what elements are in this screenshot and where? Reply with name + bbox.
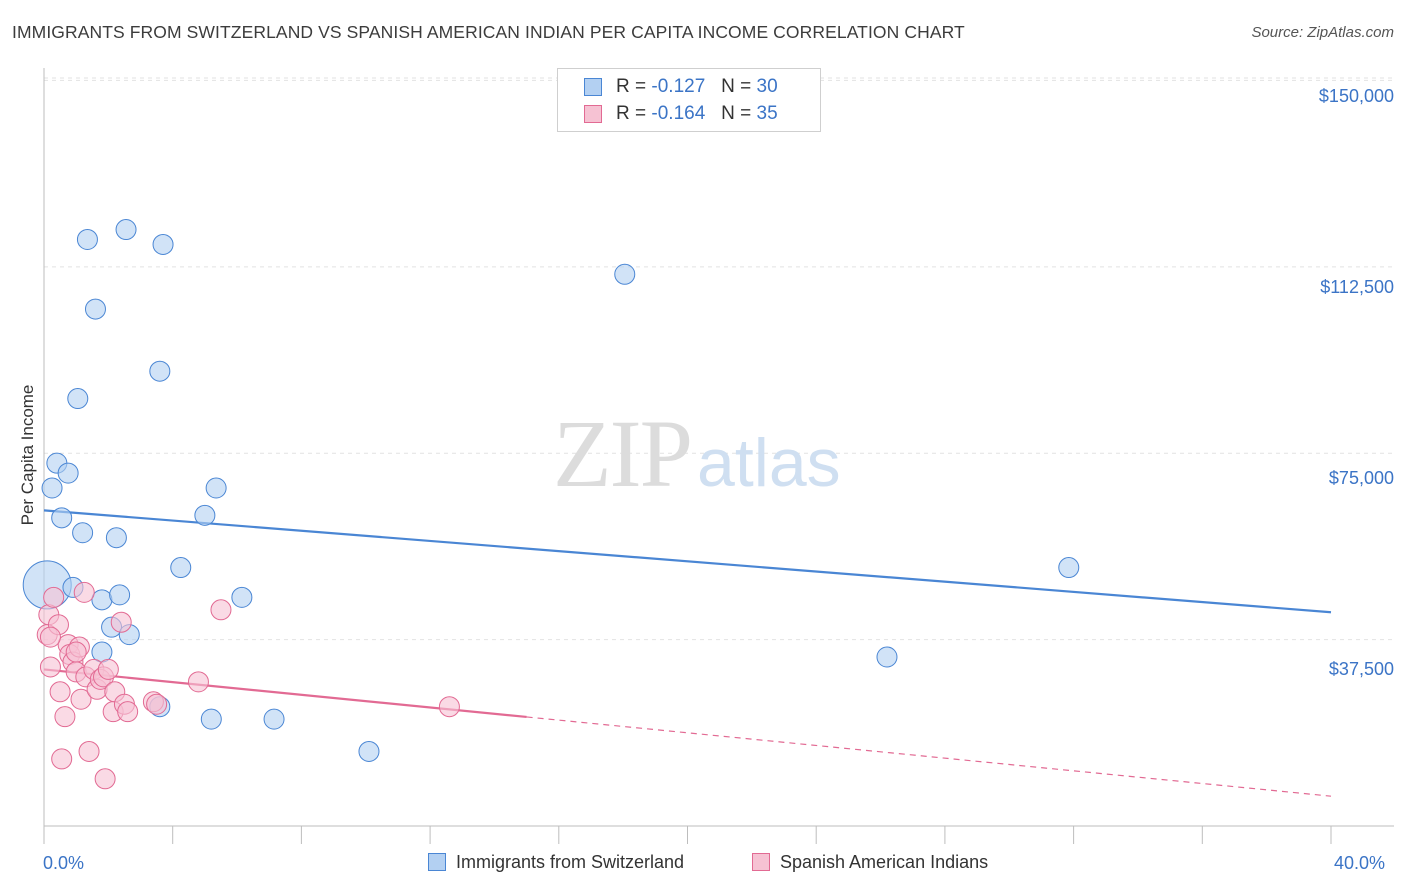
data-point-series-0-26	[1058, 557, 1080, 579]
data-point-series-0-1	[41, 477, 63, 499]
y-tick-label-112500: $112,500	[1320, 277, 1394, 297]
data-point-series-0-7	[72, 522, 94, 544]
data-point-series-1-29	[146, 693, 168, 715]
legend-n-value-spanish-american-indians: 35	[756, 103, 778, 124]
grid-lines	[44, 77, 1394, 641]
data-point-series-1-14	[73, 581, 95, 603]
data-point-series-1-7	[54, 706, 76, 728]
legend-r-value-switzerland: -0.127	[651, 76, 706, 97]
data-point-series-0-6	[67, 388, 89, 410]
y-tick-label-150000: $150,000	[1318, 86, 1394, 106]
data-point-series-1-3	[43, 586, 65, 608]
data-point-series-0-13	[109, 584, 131, 606]
data-point-series-0-19	[194, 504, 216, 526]
data-point-series-0-23	[358, 740, 380, 762]
data-point-series-1-25	[110, 611, 132, 633]
data-point-series-0-14	[115, 219, 137, 241]
source-label: Source: ZipAtlas.com	[1251, 24, 1394, 41]
data-point-series-1-22	[97, 658, 119, 680]
bottom-legend-label-spanish-american-indians: Spanish American Indians	[780, 852, 989, 872]
data-point-series-0-17	[152, 233, 174, 255]
data-point-series-0-9	[84, 298, 106, 320]
data-point-series-0-20	[205, 477, 227, 499]
data-point-series-0-16	[149, 360, 171, 382]
legend-r-value-spanish-american-indians: -0.164	[651, 103, 706, 124]
legend-swatch-spanish-american-indians	[584, 105, 602, 123]
bottom-legend-spanish-american-indians: Spanish American Indians	[752, 852, 988, 873]
legend-n-value-switzerland: 30	[756, 76, 778, 97]
data-point-series-0-8	[76, 228, 98, 250]
trend-lines	[43, 509, 1332, 797]
data-point-series-0-18	[170, 557, 192, 579]
legend-swatch-switzerland	[584, 78, 602, 96]
data-point-series-0-10	[91, 589, 113, 611]
data-point-series-1-33	[65, 641, 87, 663]
correlation-legend: R = -0.127 N = 30 R = -0.164 N = 35	[557, 68, 821, 132]
legend-n-label: N =	[721, 103, 752, 124]
data-point-series-1-31	[210, 599, 232, 621]
data-point-series-1-2	[39, 656, 61, 678]
legend-r-label: R =	[616, 103, 647, 124]
x-tick-label-min: 0.0%	[43, 853, 85, 873]
y-axis-label: Per Capita Income	[18, 384, 37, 526]
data-point-series-0-29	[200, 708, 222, 730]
y-tick-label-75000: $75,000	[1328, 468, 1394, 488]
bottom-legend-swatch-switzerland	[428, 853, 446, 871]
data-point-series-0-21	[231, 586, 253, 608]
chart-title: IMMIGRANTS FROM SWITZERLAND VS SPANISH A…	[12, 22, 965, 42]
legend-r-label: R =	[616, 76, 647, 97]
data-point-series-1-5	[49, 681, 71, 703]
zipatlas-watermark: ZIPatlas	[553, 400, 841, 507]
data-point-series-1-13	[70, 688, 92, 710]
data-point-series-1-16	[78, 740, 100, 762]
trend-line-dashed-series-1	[526, 716, 1332, 797]
bottom-legend-switzerland: Immigrants from Switzerland	[428, 852, 684, 873]
data-point-series-1-30	[187, 671, 209, 693]
legend-n-label: N =	[721, 76, 752, 97]
data-point-series-0-24	[614, 263, 636, 285]
data-point-series-0-22	[263, 708, 285, 730]
data-point-series-0-12	[105, 527, 127, 549]
y-tick-label-37500: $37,500	[1328, 659, 1394, 679]
bottom-legend-swatch-spanish-american-indians	[752, 853, 770, 871]
data-point-series-0-3	[51, 507, 73, 529]
x-tick-label-max: 40.0%	[1334, 853, 1386, 873]
data-point-series-1-27	[117, 701, 139, 723]
data-points	[22, 219, 1080, 790]
trend-line-series-0	[43, 509, 1332, 614]
data-point-series-0-4	[57, 462, 79, 484]
data-point-series-1-34	[39, 626, 61, 648]
data-point-series-1-21	[94, 768, 116, 790]
data-point-series-1-32	[438, 696, 460, 718]
data-point-series-1-6	[51, 748, 73, 770]
axes	[43, 68, 1394, 844]
bottom-legend-label-switzerland: Immigrants from Switzerland	[456, 852, 685, 872]
data-point-series-0-25	[876, 646, 898, 668]
